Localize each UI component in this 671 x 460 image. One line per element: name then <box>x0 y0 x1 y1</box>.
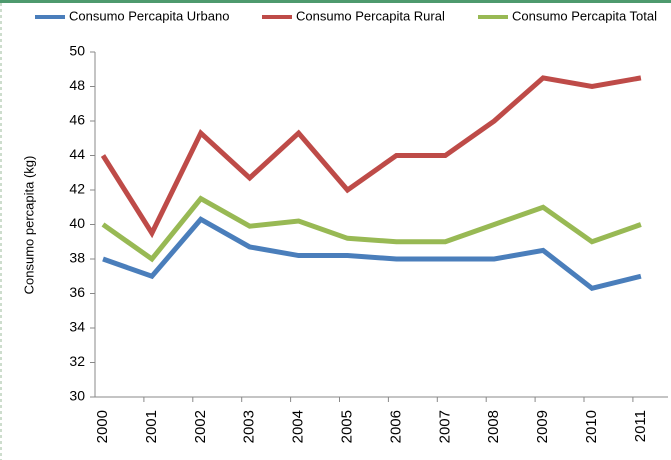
legend-label: Consumo Percapita Total <box>512 8 657 23</box>
x-tick-label: 2000 <box>94 410 111 443</box>
y-tick-label: 40 <box>69 215 85 231</box>
legend-label: Consumo Percapita Urbano <box>69 8 229 23</box>
y-tick-label: 38 <box>69 250 85 266</box>
y-tick-label: 32 <box>69 353 85 369</box>
y-tick-label: 48 <box>69 77 85 93</box>
series-line <box>101 195 642 263</box>
x-tick-label: 2010 <box>583 410 600 443</box>
series-line <box>100 75 642 239</box>
x-tick-label: 2006 <box>387 410 404 443</box>
y-tick-label: 30 <box>69 388 85 404</box>
x-tick-label: 2003 <box>241 410 258 443</box>
x-tick-label: 2002 <box>192 410 209 443</box>
x-tick-label: 2008 <box>485 410 502 443</box>
x-tick-label: 2005 <box>338 410 355 443</box>
legend-label: Consumo Percapita Rural <box>296 8 445 23</box>
y-tick-label: 46 <box>69 112 85 128</box>
y-axis-label: Consumo percapita (kg) <box>21 156 36 295</box>
x-tick-label: 2009 <box>534 410 551 443</box>
x-tick-label: 2007 <box>436 410 453 443</box>
y-tick-label: 44 <box>69 146 85 162</box>
top-border <box>0 0 671 3</box>
y-tick-label: 42 <box>69 181 85 197</box>
series-line <box>102 216 642 292</box>
y-tick-label: 34 <box>69 319 85 335</box>
y-tick-label: 36 <box>69 284 85 300</box>
x-tick-label: 2001 <box>143 410 160 443</box>
x-tick-label: 2011 <box>632 410 649 442</box>
x-tick-label: 2004 <box>290 410 307 443</box>
y-tick-label: 50 <box>69 43 85 59</box>
